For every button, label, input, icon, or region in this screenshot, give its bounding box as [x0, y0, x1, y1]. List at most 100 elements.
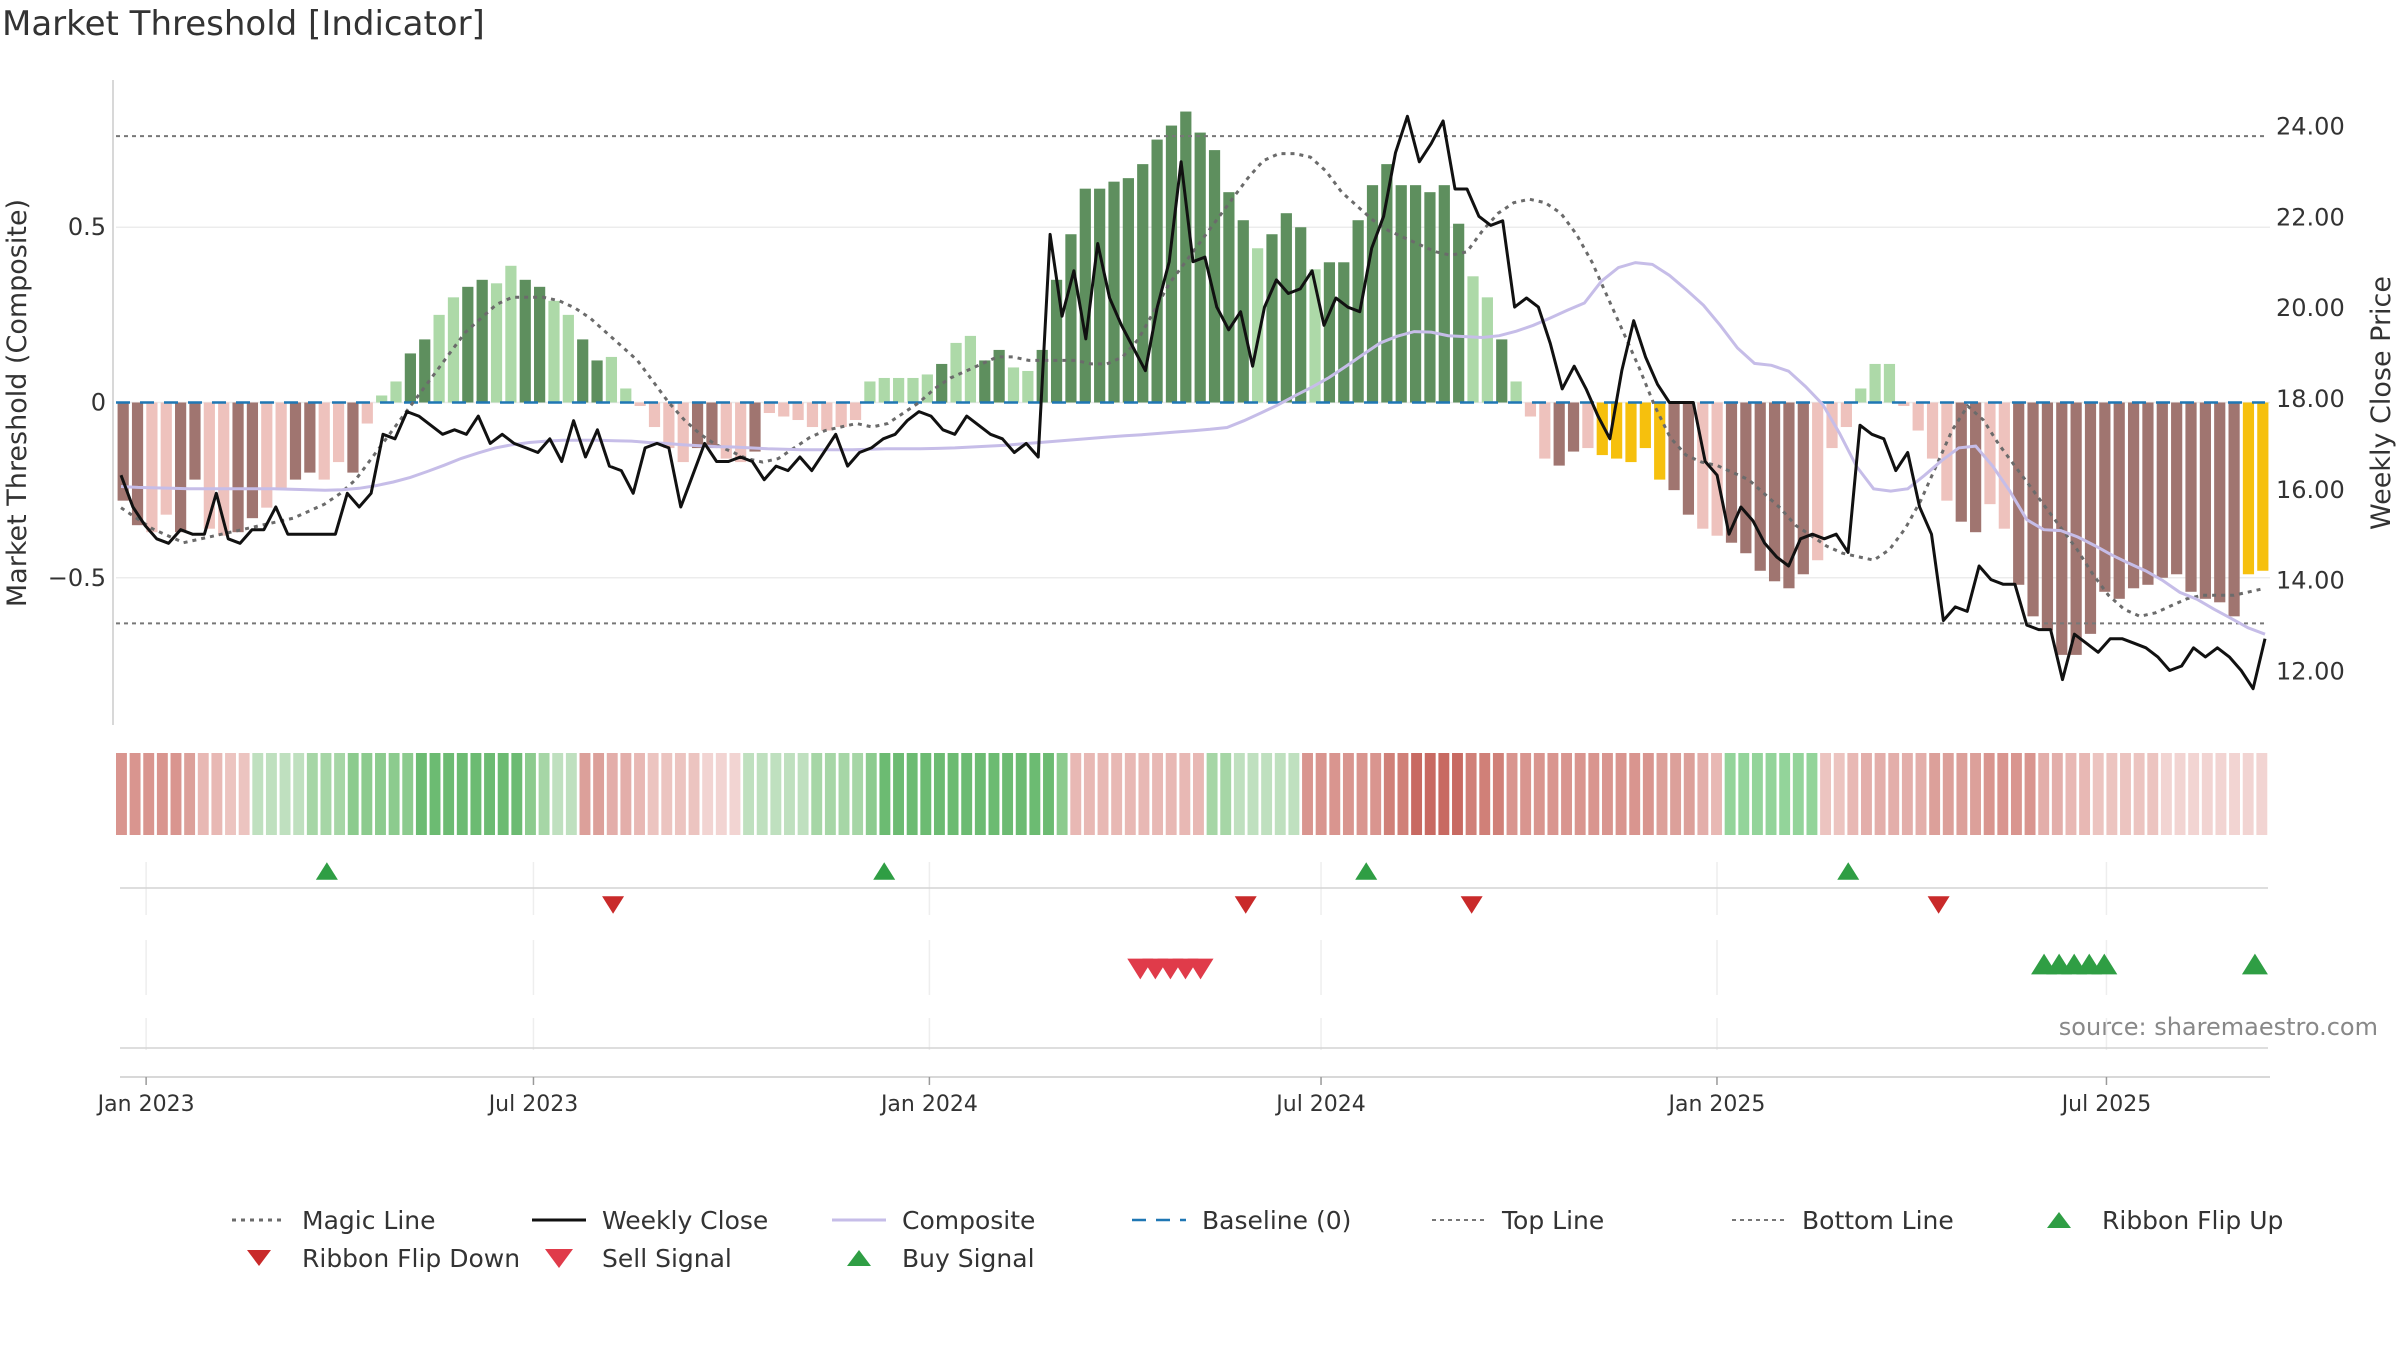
composite-bar — [1797, 402, 1809, 575]
ribbon-segment — [1642, 753, 1654, 835]
ribbon-segment — [2215, 753, 2227, 835]
composite-bar — [562, 314, 574, 403]
ribbon-segment — [893, 753, 904, 835]
ribbon-segment — [1738, 753, 1750, 835]
composite-bar — [1898, 402, 1910, 407]
ribbon-segment — [784, 753, 795, 835]
ribbon-segment — [170, 753, 182, 835]
legend-label: Top Line — [1502, 1205, 1605, 1235]
composite-bar — [289, 402, 302, 480]
ribbon-segment — [538, 753, 550, 835]
ribbon-segment — [2010, 753, 2022, 835]
ribbon-segment — [225, 753, 236, 835]
composite-bar — [1869, 363, 1881, 403]
composite-bar — [648, 402, 661, 428]
ribbon-segment — [1874, 753, 1886, 835]
composite-bar — [462, 286, 474, 403]
ribbon-segment — [184, 753, 196, 835]
ribbon-segment — [852, 753, 864, 835]
ribbon-segment — [320, 753, 332, 835]
composite-bar — [246, 402, 259, 519]
x-tick-label: Jul 2023 — [487, 1092, 579, 1117]
ribbon-segment — [865, 753, 877, 835]
ribbon-segment — [279, 753, 291, 835]
ribbon-segment — [116, 753, 127, 835]
composite-bar — [376, 395, 388, 403]
x-tick-label: Jul 2025 — [2060, 1092, 2152, 1117]
ribbon-segment — [1915, 753, 1927, 835]
ribbon-segment — [1983, 753, 1995, 835]
ribbon-segment — [1370, 753, 1382, 835]
ribbon-flip-up-marker — [1837, 862, 1860, 880]
ribbon-segment — [429, 753, 441, 835]
composite-bar — [1553, 402, 1565, 466]
composite-bar — [1539, 402, 1551, 459]
ribbon-segment — [988, 753, 1000, 835]
ribbon-segment — [661, 753, 673, 835]
ribbon-segment — [1847, 753, 1859, 835]
composite-bar — [1596, 402, 1608, 456]
composite-bar — [419, 339, 431, 403]
composite-bar — [1007, 367, 1020, 403]
y-right-tick-label: 16.00 — [2276, 476, 2345, 504]
ribbon-segment — [1779, 753, 1791, 835]
composite-bar — [2214, 402, 2226, 603]
composite-bar — [1970, 402, 1982, 533]
ribbon-segment — [620, 753, 632, 835]
ribbon-segment — [1288, 753, 1300, 835]
composite-bar — [189, 402, 201, 480]
composite-bar — [821, 402, 833, 431]
composite-bar — [1812, 402, 1824, 561]
composite-bar — [1754, 402, 1766, 571]
composite-bar — [1654, 402, 1666, 480]
composite-bar — [1725, 402, 1738, 543]
legend-symbol — [532, 1218, 586, 1222]
composite-bar — [2027, 402, 2039, 617]
chart-title: Market Threshold [Indicator] — [2, 4, 485, 44]
composite-bar — [1912, 402, 1924, 431]
composite-bar — [1295, 227, 1307, 403]
composite-bar — [950, 342, 962, 403]
ribbon-segment — [238, 753, 250, 835]
composite-bar — [993, 349, 1005, 403]
ribbon-segment — [156, 753, 168, 835]
ribbon-segment — [1833, 753, 1845, 835]
ribbon-segment — [2188, 753, 2200, 835]
composite-bar — [1237, 220, 1249, 403]
composite-bar — [2257, 402, 2269, 571]
ribbon-segment — [1547, 753, 1559, 835]
composite-bar — [1955, 402, 1967, 522]
legend-label: Ribbon Flip Up — [2102, 1205, 2284, 1235]
composite-bar — [1711, 402, 1723, 536]
ribbon-segment — [1179, 753, 1191, 835]
legend-symbol — [832, 1218, 886, 1222]
composite-bar — [1050, 279, 1063, 403]
ribbon-segment — [1015, 753, 1027, 835]
ribbon-segment — [1751, 753, 1763, 835]
composite-bar — [806, 402, 819, 428]
composite-bar — [1510, 381, 1522, 403]
composite-bar — [332, 402, 345, 463]
composite-bar — [1309, 269, 1321, 403]
x-tick-label: Jul 2024 — [1274, 1092, 1366, 1117]
legend-label: Baseline (0) — [1202, 1205, 1352, 1235]
composite-bar — [1409, 185, 1422, 403]
ribbon-flip-down-marker — [602, 896, 625, 914]
ribbon-segment — [702, 753, 714, 835]
composite-bar — [1998, 402, 2010, 529]
y-left-tick-label: 0 — [91, 389, 106, 417]
ribbon-segment — [1465, 753, 1477, 835]
composite-bar — [2156, 402, 2168, 578]
composite-bar — [1611, 402, 1623, 459]
ribbon-segment — [1615, 753, 1627, 835]
legend-symbol — [1732, 1219, 1786, 1221]
ribbon-segment — [1329, 753, 1341, 835]
composite-bar — [1424, 192, 1436, 403]
composite-bar — [519, 279, 531, 403]
composite-bar — [2171, 402, 2183, 575]
composite-bar — [404, 353, 416, 403]
ribbon-segment — [1070, 753, 1082, 835]
composite-bar — [1381, 164, 1393, 403]
composite-bar — [936, 363, 948, 403]
buy-signal-marker — [2091, 953, 2118, 975]
